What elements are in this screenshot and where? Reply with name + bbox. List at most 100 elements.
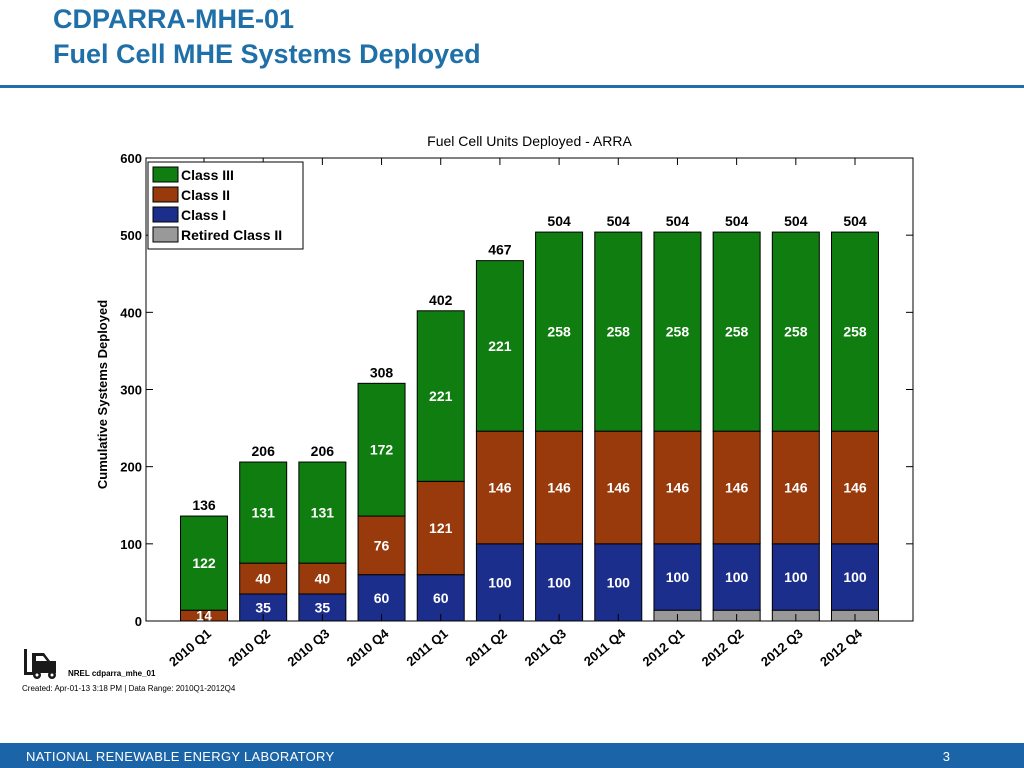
slide-title-line2: Fuel Cell MHE Systems Deployed — [53, 39, 481, 69]
legend-swatch — [152, 166, 179, 183]
bar-segment-class-iii — [239, 461, 288, 564]
bar-segment-class-iii — [712, 231, 761, 432]
bar-segment-class-iii — [357, 382, 406, 517]
x-tick-label: 2010 Q2 — [225, 626, 273, 670]
segment-label: 100 — [666, 569, 690, 585]
bar-segment-class-i — [831, 543, 879, 611]
created-label: Created: Apr-01-13 3:18 PM | Data Range:… — [22, 684, 236, 693]
source-label: NREL cdparra_mhe_01 — [68, 669, 156, 678]
segment-label: 258 — [784, 324, 808, 340]
footer-bar: NATIONAL RENEWABLE ENERGY LABORATORY 3 — [0, 743, 1024, 768]
slide-title-line1: CDPARRA-MHE-01 — [53, 4, 295, 34]
segment-label: 146 — [725, 480, 749, 496]
y-tick-label: 600 — [120, 151, 142, 166]
bar-segment-class-iii — [771, 231, 820, 432]
legend-swatch — [152, 206, 179, 223]
total-label: 467 — [488, 242, 512, 258]
segment-label: 121 — [429, 520, 453, 536]
segment-label: 258 — [547, 324, 571, 340]
segment-label: 40 — [255, 571, 271, 587]
segment-label: 146 — [843, 480, 867, 496]
title-divider — [0, 85, 1024, 88]
segment-label: 35 — [315, 599, 331, 615]
total-label: 402 — [429, 292, 453, 308]
total-label: 136 — [192, 497, 216, 513]
x-tick-label: 2012 Q2 — [699, 626, 747, 670]
segment-label: 221 — [488, 338, 512, 354]
bar-segment-class-iii — [298, 461, 347, 564]
page-number: 3 — [942, 749, 950, 764]
y-axis-label: Cumulative Systems Deployed — [95, 300, 110, 489]
segment-label: 100 — [488, 574, 512, 590]
segment-label: 100 — [547, 574, 571, 590]
segment-label: 258 — [607, 324, 631, 340]
segment-label: 100 — [784, 569, 808, 585]
segment-label: 60 — [374, 590, 390, 606]
bar-segment-class-iii — [594, 231, 643, 432]
x-tick-label: 2011 Q2 — [463, 626, 510, 669]
total-label: 504 — [725, 213, 749, 229]
total-label: 504 — [666, 213, 690, 229]
x-tick-label: 2011 Q4 — [581, 625, 629, 669]
segment-label: 40 — [315, 571, 331, 587]
total-label: 206 — [311, 443, 335, 459]
bar-segment-class-ii — [594, 430, 643, 545]
x-tick-label: 2010 Q4 — [344, 625, 392, 669]
y-tick-label: 300 — [120, 383, 142, 398]
segment-label: 146 — [607, 480, 631, 496]
total-label: 308 — [370, 364, 394, 380]
y-tick-label: 500 — [120, 228, 142, 243]
bar-segment-class-ii — [416, 480, 465, 576]
bar-segment-class-ii — [653, 430, 702, 545]
segment-label: 100 — [607, 574, 631, 590]
footer-organization: NATIONAL RENEWABLE ENERGY LABORATORY — [26, 749, 335, 764]
segment-label: 146 — [784, 480, 808, 496]
bar-segment-class-iii — [180, 515, 228, 611]
bar-segment-class-i — [357, 574, 406, 622]
segment-label: 258 — [666, 324, 690, 340]
bar-segment-class-ii — [831, 430, 879, 545]
total-label: 504 — [547, 213, 571, 229]
forklift-icon — [24, 649, 56, 679]
bar-segment-class-i — [771, 543, 820, 611]
bar-segment-class-ii — [239, 562, 288, 595]
legend: Class III Class II Class I Retired Class II — [147, 161, 304, 250]
segment-label: 146 — [666, 480, 690, 496]
segment-label: 100 — [843, 569, 867, 585]
total-label: 504 — [843, 213, 867, 229]
bar-segment-class-iii — [535, 231, 584, 432]
x-tick-label: 2011 Q1 — [403, 626, 450, 669]
segment-label: 131 — [311, 505, 335, 521]
total-label: 206 — [252, 443, 276, 459]
stacked-bar-chart: Fuel Cell Units Deployed - ARRA Cumulativ… — [95, 133, 914, 670]
legend-swatch — [152, 226, 179, 243]
segment-label: 76 — [374, 537, 390, 553]
bar-segment-class-i — [535, 543, 584, 622]
segment-label: 131 — [252, 505, 276, 521]
y-tick-label: 0 — [135, 614, 142, 629]
x-tick-label: 2010 Q1 — [166, 626, 214, 670]
segment-label: 221 — [429, 388, 453, 404]
legend-entry: Retired Class II — [181, 227, 282, 243]
x-tick-label: 2012 Q4 — [817, 625, 865, 669]
segment-label: 172 — [370, 442, 394, 458]
legend-entry: Class II — [181, 187, 230, 203]
segment-label: 258 — [843, 324, 867, 340]
segment-label: 35 — [255, 599, 271, 615]
segment-label: 122 — [192, 555, 216, 571]
total-label: 504 — [784, 213, 808, 229]
x-tick-label: 2012 Q1 — [640, 626, 688, 670]
legend-swatch — [152, 186, 179, 203]
x-tick-label: 2011 Q3 — [522, 626, 569, 669]
segment-label: 60 — [433, 590, 449, 606]
bar-segment-class-iii — [416, 310, 465, 482]
labels-layer: Fuel Cell Units Deployed - ARRA Cumulativ… — [95, 133, 867, 624]
y-tick-label: 200 — [120, 460, 142, 475]
segment-label: 258 — [725, 324, 749, 340]
legend-entry: Class I — [181, 207, 226, 223]
bar-segment-class-i — [416, 574, 465, 622]
bar-segment-class-iii — [653, 231, 702, 432]
bars-layer — [180, 231, 879, 622]
bar-segment-class-iii — [831, 231, 879, 432]
segment-label: 100 — [725, 569, 749, 585]
